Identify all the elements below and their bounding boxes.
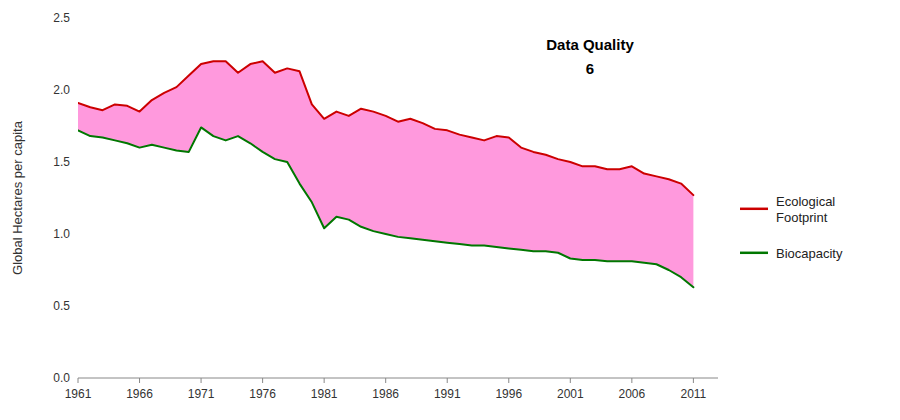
series-line: [78, 61, 693, 195]
legend: EcologicalFootprint Biocapacity: [740, 194, 843, 261]
x-tick: [508, 378, 509, 383]
x-tick: [201, 378, 202, 383]
legend-swatch: [740, 252, 768, 255]
x-tick-label: 2001: [557, 387, 584, 401]
x-tick: [385, 378, 386, 383]
x-tick: [139, 378, 140, 383]
x-tick: [262, 378, 263, 383]
y-axis: 0.0 0.5 1.0 1.5 2.0 2.5 Global Hectares per ca…: [10, 11, 70, 385]
series-line: [78, 127, 693, 287]
x-tick-label: 2011: [680, 387, 706, 401]
y-tick-label: 2.5: [53, 11, 70, 25]
y-tick-label: 1.0: [53, 227, 70, 241]
x-tick-label: 1991: [434, 387, 461, 401]
y-tick-label: 2.0: [53, 83, 70, 97]
legend-swatch: [740, 208, 768, 211]
chart: 1961 1966 1971 1976 1981 1986 1991 1996 2001 2006…: [0, 0, 900, 420]
x-tick-label: 1976: [249, 387, 276, 401]
x-tick: [78, 378, 79, 383]
gap-area: [78, 61, 693, 287]
x-tick: [324, 378, 325, 383]
x-tick-label: 1986: [372, 387, 399, 401]
x-axis-line: [78, 378, 718, 379]
x-tick-label: 2006: [618, 387, 645, 401]
legend-label: EcologicalFootprint: [776, 194, 835, 225]
x-tick-label: 1981: [311, 387, 338, 401]
x-axis: 1961 1966 1971 1976 1981 1986 1991 1996 2001 2006…: [65, 378, 718, 401]
x-tick: [570, 378, 571, 383]
x-tick: [693, 378, 694, 383]
x-tick-label: 1971: [188, 387, 215, 401]
annotation: Data Quality6: [546, 36, 634, 77]
x-tick-label: 1996: [495, 387, 522, 401]
x-tick: [631, 378, 632, 383]
x-tick: [447, 378, 448, 383]
y-tick-label: 0.5: [53, 299, 70, 313]
x-tick-label: 1961: [65, 387, 92, 401]
y-axis-label: Global Hectares per capita: [10, 120, 25, 275]
plot-area: [78, 61, 693, 287]
y-tick-label: 0.0: [53, 371, 70, 385]
y-tick-label: 1.5: [53, 155, 70, 169]
x-tick-label: 1966: [126, 387, 153, 401]
legend-label: Biocapacity: [776, 246, 843, 261]
